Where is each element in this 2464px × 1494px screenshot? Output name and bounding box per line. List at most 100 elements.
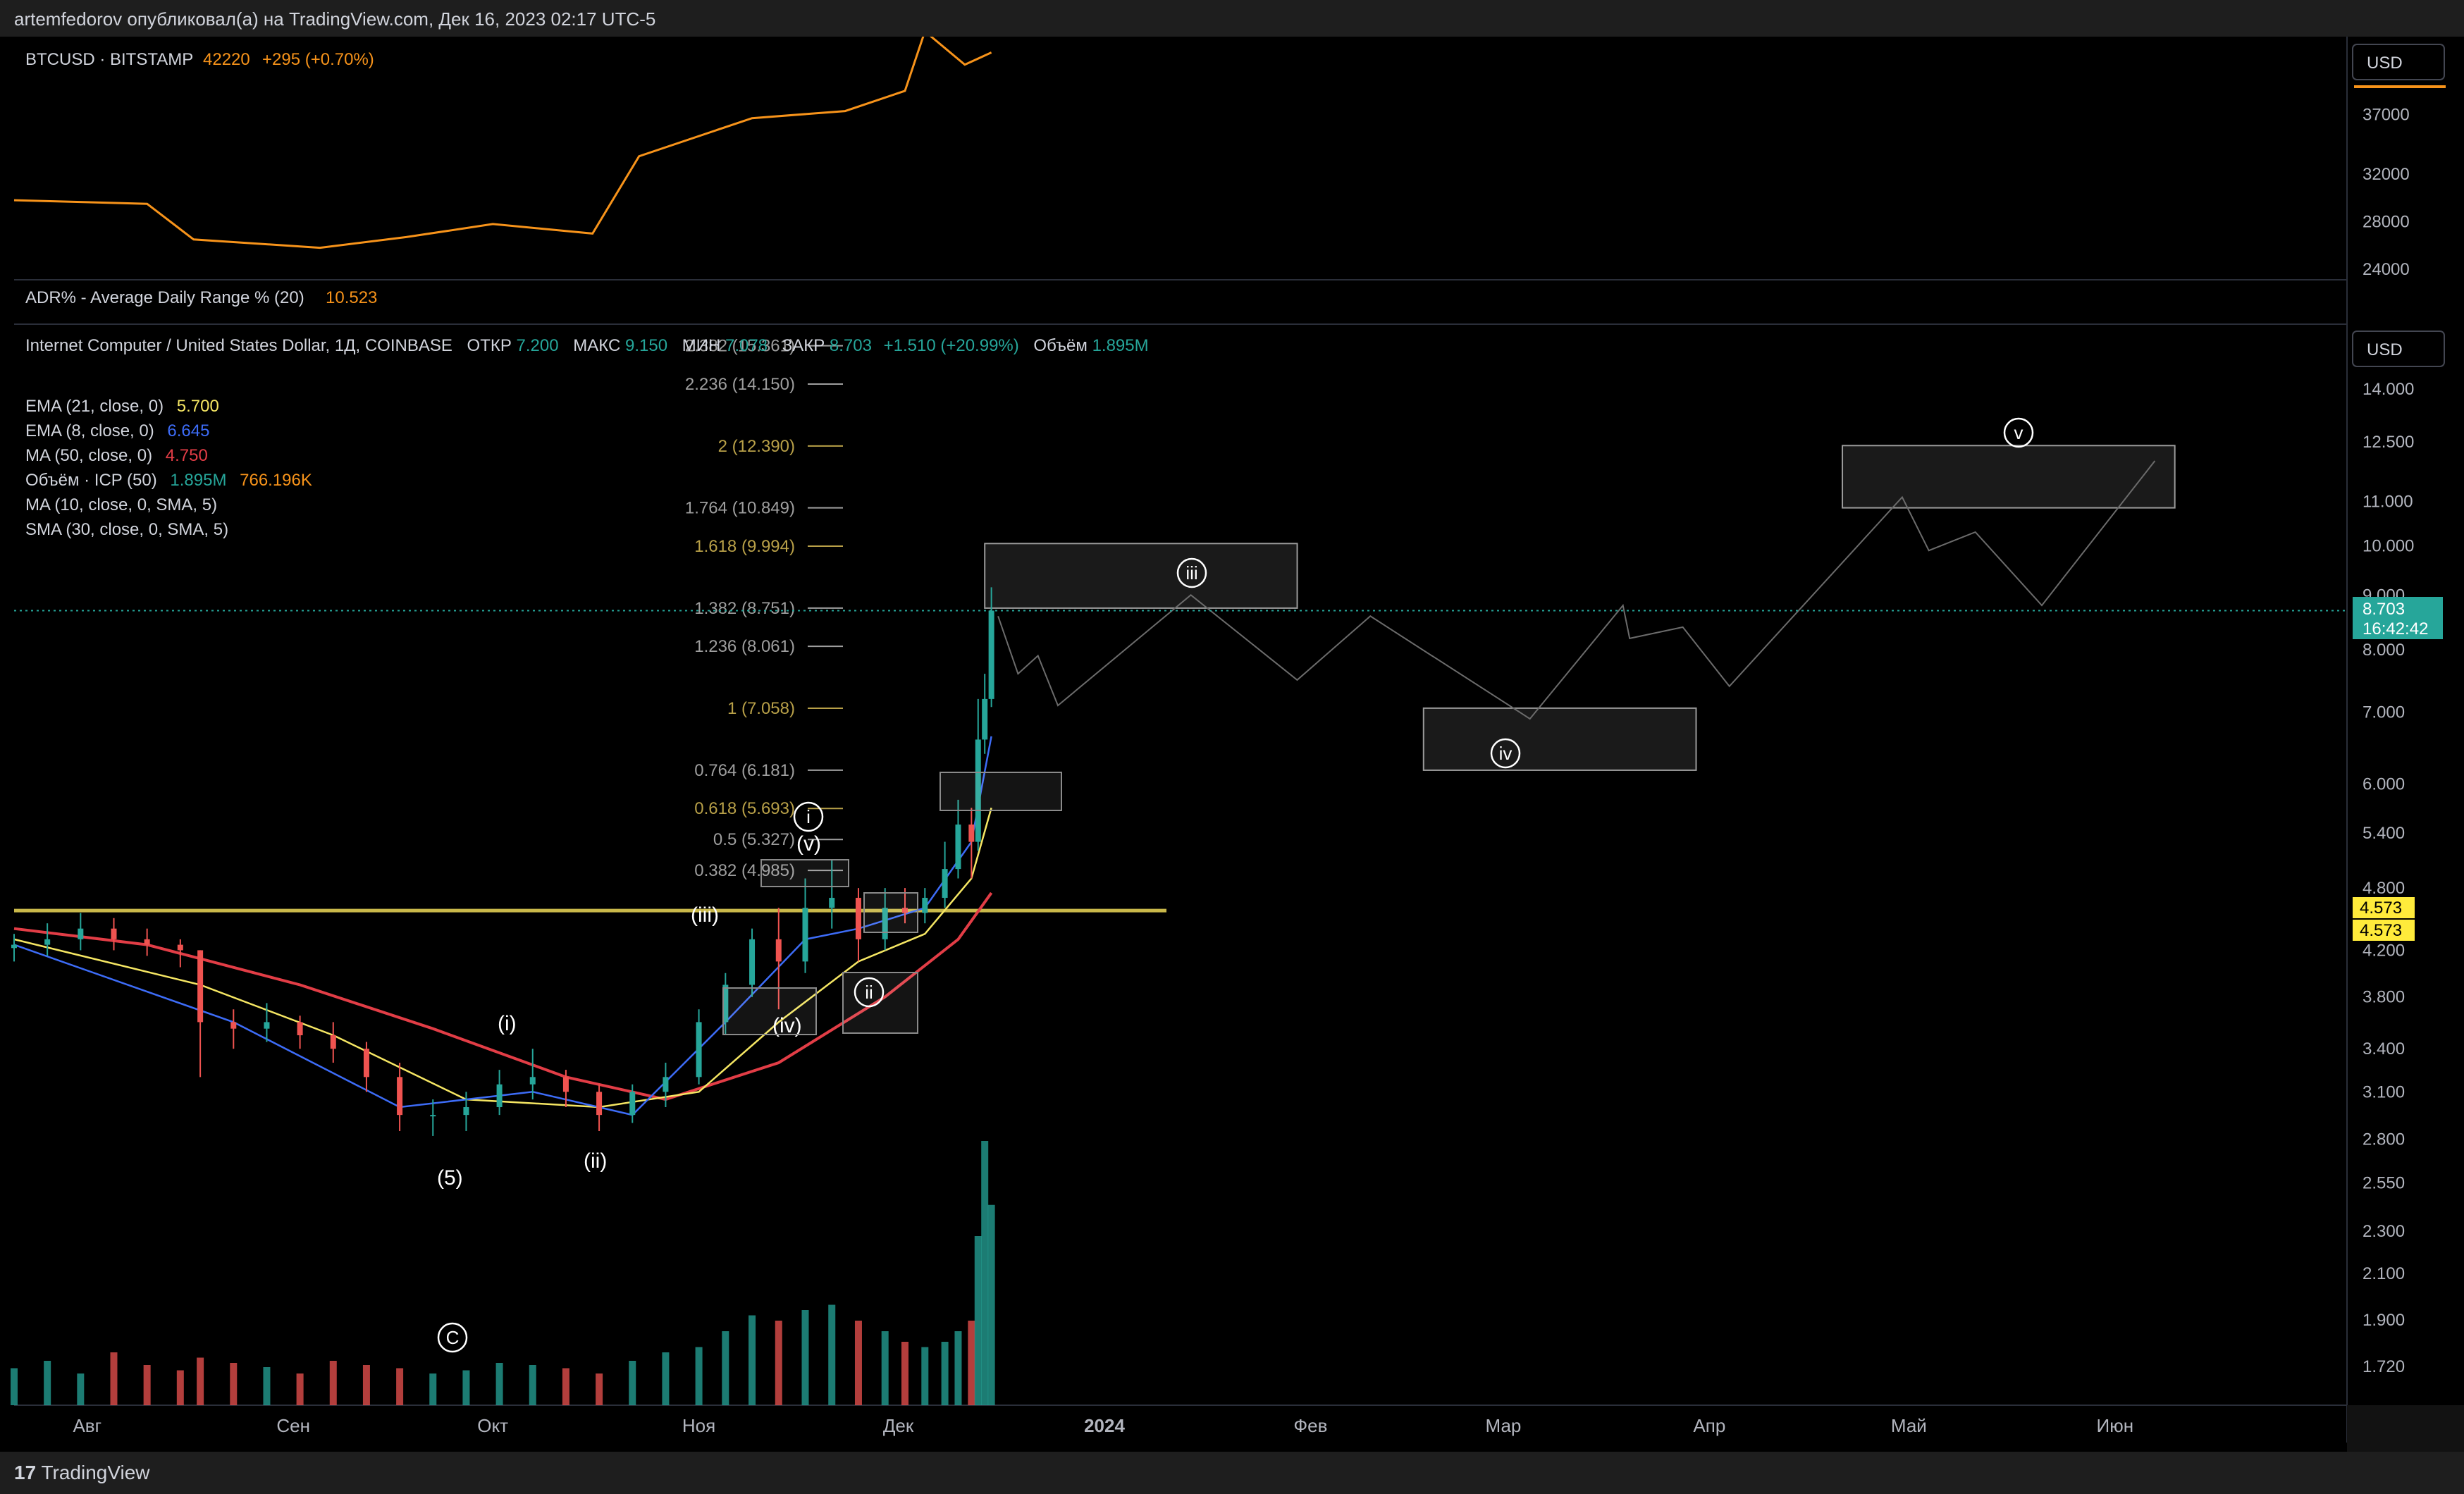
time-label-1: Сен xyxy=(276,1415,310,1436)
axis-corner xyxy=(2347,1405,2464,1452)
fib-label-8: 0.764 (6.181) xyxy=(694,761,795,780)
candle-body xyxy=(363,1049,369,1078)
candle-body xyxy=(496,1084,503,1108)
legend-high: 9.150 xyxy=(625,336,667,355)
wave-label-minor-iv: (iv) xyxy=(772,1014,802,1037)
wave-label-minor-ii: (ii) xyxy=(584,1149,607,1173)
target-zone-iii xyxy=(984,543,1298,609)
circle-i-text: i xyxy=(806,806,811,827)
candle-body xyxy=(882,908,888,939)
legend-open-label: ОТКР xyxy=(467,336,512,355)
wave-labels: (5) (i) (ii) (iii) (iv) (v) xyxy=(437,832,821,1190)
time-axis: Авг Сен Окт Ноя Дек 2024 Фев Мар Апр Май Июн xyxy=(73,1415,2133,1436)
price-tick-10: 4.200 xyxy=(2363,941,2405,960)
time-label-7: Мар xyxy=(1486,1415,1522,1436)
price-tick-0: 14.000 xyxy=(2363,380,2414,399)
candle-body xyxy=(397,1077,403,1116)
tv-logo-icon: 17 xyxy=(14,1462,37,1483)
box-minor-iv xyxy=(722,987,817,1035)
fib-label-1: 2.236 (14.150) xyxy=(685,375,795,394)
legend-volume-label: Объём xyxy=(1033,336,1087,355)
main-legend: Internet Computer / United States Dollar… xyxy=(25,336,1149,539)
candle-body xyxy=(855,898,861,939)
candle-body xyxy=(955,825,961,870)
volume-bar xyxy=(801,1310,809,1405)
volume-bar xyxy=(329,1361,337,1405)
circle-iii-text: iii xyxy=(1185,562,1197,584)
candle-body xyxy=(775,939,782,962)
time-label-8: Апр xyxy=(1693,1415,1725,1436)
fib-label-4: 1.618 (9.994) xyxy=(694,537,795,556)
fib-label-5: 1.382 (8.751) xyxy=(694,599,795,618)
box-i xyxy=(940,772,1062,811)
candle-body xyxy=(596,1092,603,1116)
legend-ma50-value: 4.750 xyxy=(166,446,208,465)
circled-wave-labels xyxy=(437,417,2034,1353)
volume-bar xyxy=(362,1365,370,1405)
main-currency-label: USD xyxy=(2367,340,2403,359)
volume-bar xyxy=(230,1363,238,1405)
btc-tick-1: 32000 xyxy=(2363,165,2410,184)
wave-label-5: (5) xyxy=(437,1166,463,1190)
btc-change: +295 (+0.70%) xyxy=(262,50,374,69)
btc-tick-0: 37000 xyxy=(2363,106,2410,125)
volume-bar xyxy=(429,1373,437,1405)
target-zones xyxy=(984,445,2176,771)
legend-ema8-row: EMA (8, close, 0) 6.645 xyxy=(25,421,209,440)
candlesticks xyxy=(11,587,994,1136)
price-tick-18: 1.900 xyxy=(2363,1311,2405,1330)
volume-bar xyxy=(921,1347,929,1405)
fib-label-10: 0.5 (5.327) xyxy=(713,830,795,849)
legend-ema21-name: EMA (21, close, 0) xyxy=(25,397,164,416)
time-label-6: Фев xyxy=(1293,1415,1327,1436)
btc-symbol: BTCUSD · BITSTAMP xyxy=(25,50,193,69)
volume-bar xyxy=(722,1331,729,1405)
legend-close-label: ЗАКР xyxy=(782,336,825,355)
candle-body xyxy=(197,950,204,1023)
main-currency-button[interactable] xyxy=(2352,331,2445,367)
ma50-line xyxy=(13,891,993,1101)
price-tick-19: 1.720 xyxy=(2363,1357,2405,1376)
legend-volume-ind-ma: 766.196K xyxy=(240,471,312,490)
btc-tick-3: 24000 xyxy=(2363,260,2410,279)
candle-body xyxy=(177,944,183,951)
legend-high-label: МАКС xyxy=(573,336,620,355)
legend-ema21-row: EMA (21, close, 0) 5.700 xyxy=(25,397,219,416)
fib-extension: 2.382 (15.361) 2.236 (14.150) 2 (12.390) 1.… xyxy=(685,337,843,880)
volume-bar xyxy=(981,1141,989,1405)
legend-ema8-value: 6.645 xyxy=(167,421,209,440)
volume-bar xyxy=(296,1373,304,1405)
price-tick-17: 2.100 xyxy=(2363,1264,2405,1283)
box-minor-ii xyxy=(863,892,918,933)
candle-body xyxy=(144,939,150,945)
volume-bar xyxy=(954,1331,962,1405)
fib-label-11: 0.382 (4.985) xyxy=(694,861,795,880)
btc-currency-button[interactable] xyxy=(2352,44,2445,80)
level-tag-a-value: 4.573 xyxy=(2360,899,2402,918)
last-price-tag xyxy=(2353,597,2443,639)
time-label-9: Май xyxy=(1891,1415,1927,1436)
adr-label: ADR% - Average Daily Range % (20) xyxy=(25,288,304,307)
price-tick-5: 8.000 xyxy=(2363,641,2405,660)
volume-bar xyxy=(968,1321,975,1405)
circle-v-text: v xyxy=(2014,422,2023,443)
price-axis: 14.00012.50011.00010.0009.0008.0007.0006… xyxy=(2363,380,2414,1376)
circle-iv xyxy=(1490,738,1521,769)
candle-body xyxy=(975,739,981,842)
volume-bar xyxy=(143,1365,151,1405)
circle-iii xyxy=(1176,557,1207,588)
time-label-4: Дек xyxy=(883,1415,914,1436)
chart-canvas[interactable]: 37000 32000 28000 24000 BTCUSD · BITSTAMP 4… xyxy=(0,37,2464,1452)
time-label-0: Авг xyxy=(73,1415,101,1436)
candle-body xyxy=(902,908,908,913)
circle-v xyxy=(2003,417,2034,448)
candle-body xyxy=(722,984,729,1023)
circle-ii xyxy=(854,977,885,1008)
circle-iv-text: iv xyxy=(1499,743,1513,764)
legend-low-label: МИН xyxy=(682,336,721,355)
tradingview-logo[interactable]: 17 TradingView xyxy=(14,1462,150,1484)
projection-path xyxy=(997,460,2156,720)
publish-header: artemfedorov опубликовал(а) на TradingVi… xyxy=(0,0,2464,37)
volume-bar xyxy=(775,1321,782,1405)
price-tick-8: 5.400 xyxy=(2363,824,2405,843)
